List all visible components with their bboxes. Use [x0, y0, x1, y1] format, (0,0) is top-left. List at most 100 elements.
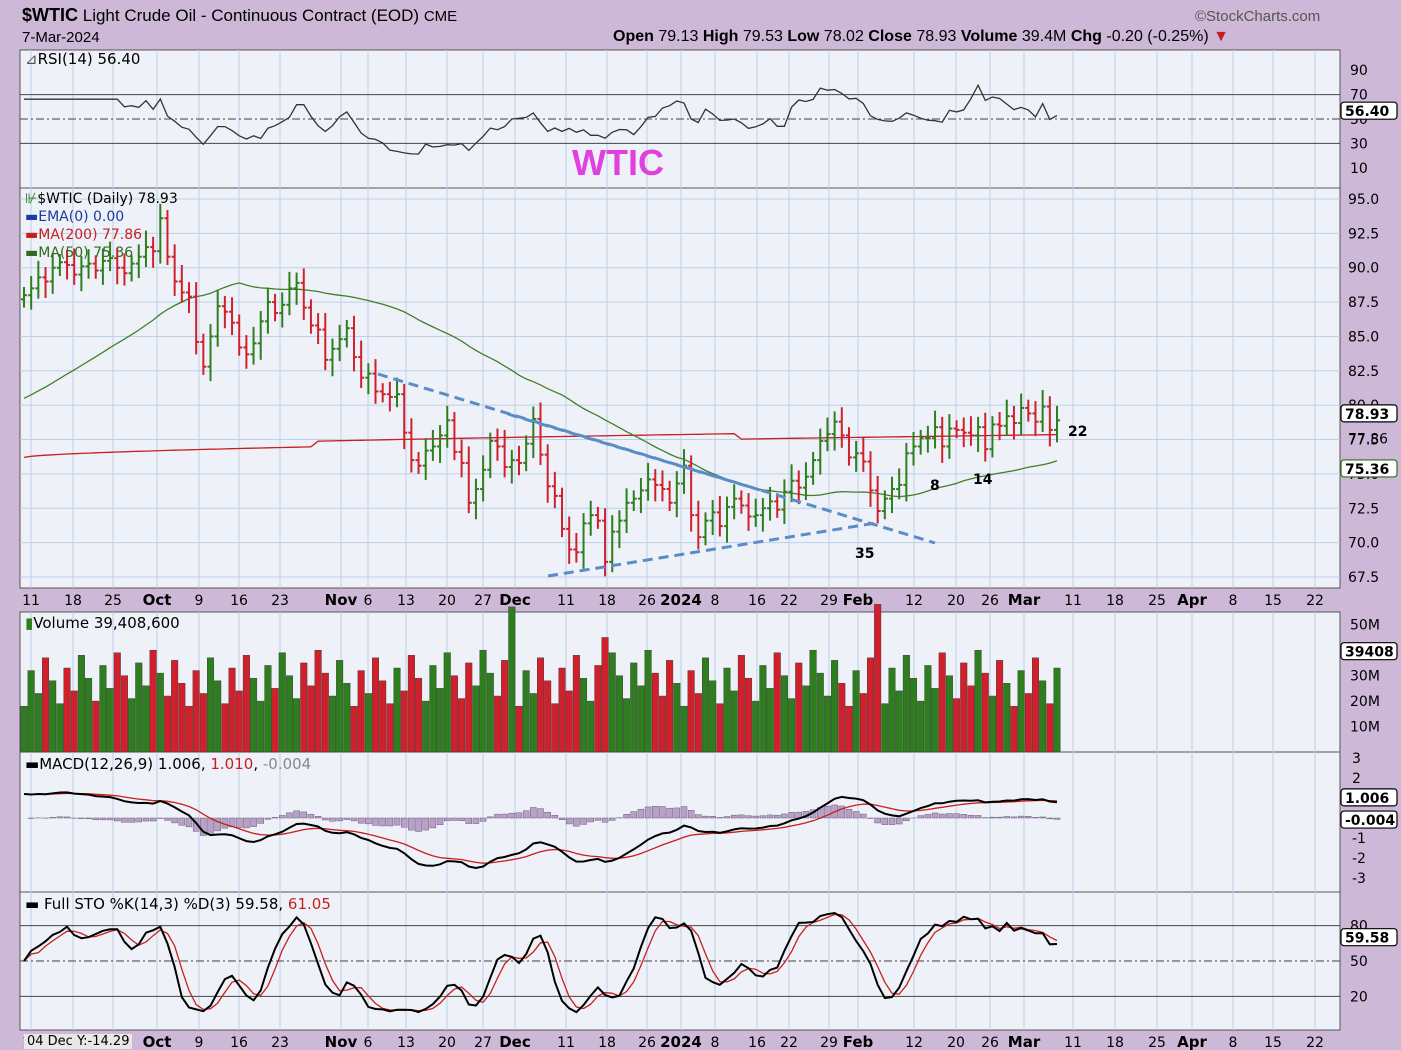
ma200-last: 77.86 [1348, 432, 1388, 448]
volume-bar [637, 685, 645, 753]
volume-bar [85, 677, 93, 753]
macd-hist-bar [63, 816, 71, 819]
legend-ma50: ▬MA(50) 75.36 [25, 245, 134, 261]
x-tick-label-bottom: 25 [1148, 1035, 1166, 1050]
macd-hist-bar [357, 817, 365, 824]
volume-bar [407, 655, 415, 753]
volume-bar [902, 655, 910, 753]
volume-bar [745, 677, 753, 753]
volume-bar [752, 700, 760, 753]
volume-bar [472, 685, 480, 753]
x-tick-label: 18 [64, 593, 82, 609]
macd-hist-bar [1032, 817, 1039, 819]
macd-hist-bar [695, 814, 702, 819]
x-tick-label: 12 [905, 593, 923, 609]
volume-bar [1024, 693, 1032, 753]
legend-price: ⊮$WTIC (Daily) 78.93 [25, 191, 178, 207]
volume-bar [264, 665, 272, 753]
macd-hist-bar [680, 806, 688, 819]
x-tick-label-bottom: 27 [474, 1035, 492, 1050]
x-tick-label: 11 [1064, 593, 1082, 609]
quote-line: Open 79.13 High 79.53 Low 78.02 Close 78… [613, 28, 1229, 45]
price-tick: 70.0 [1348, 536, 1379, 552]
volume-bar [429, 665, 437, 753]
volume-bar [658, 695, 666, 753]
macd-hist-bar [558, 817, 566, 821]
macd-hist-bar [551, 814, 559, 819]
macd-hist-bar [279, 815, 286, 819]
macd-hist-bar [601, 817, 609, 823]
macd-hist-bar [1010, 816, 1018, 819]
x-tick-label: 2024 [660, 591, 702, 609]
volume-bar [816, 672, 824, 753]
chart-date: 7-Mar-2024 [22, 29, 100, 46]
volume-bar [910, 677, 918, 753]
x-tick-label: 16 [748, 593, 766, 609]
macd-hist-bar [264, 817, 272, 820]
x-tick-label: 13 [397, 593, 415, 609]
macd-tick: 2 [1352, 771, 1361, 787]
macd-hist-bar [687, 810, 695, 819]
macd-hist-bar [838, 805, 846, 819]
volume-bar [328, 695, 336, 753]
macd-hist-bar [121, 817, 128, 823]
volume-bar [565, 690, 573, 753]
volume-bar [250, 677, 258, 753]
price-tick: 85.0 [1348, 329, 1379, 345]
macd-hist-bar [917, 815, 924, 819]
volume-bar [802, 685, 810, 753]
macd-hist-bar [537, 808, 544, 819]
x-tick-label-bottom: 18 [1106, 1035, 1124, 1050]
rsi-label: ⊿RSI(14) 56.40 [25, 50, 141, 68]
macd-hist-bar [192, 817, 200, 832]
volume-bar [364, 693, 372, 753]
volume-bar [285, 675, 293, 753]
trendline-mid [507, 412, 761, 492]
volume-bar [293, 698, 301, 753]
x-tick-label-bottom: 16 [230, 1035, 248, 1050]
volume-bar [443, 652, 451, 753]
x-tick-label-bottom: 12 [905, 1035, 923, 1050]
x-tick-label: 22 [780, 593, 798, 609]
volume-bar [465, 662, 473, 753]
volume-bar [953, 698, 961, 753]
volume-bar [608, 652, 616, 753]
macd-hist-bar [946, 813, 953, 819]
volume-bar [450, 675, 458, 753]
volume-bar [601, 637, 609, 753]
volume-bar [558, 667, 566, 753]
rsi-tick: 90 [1350, 63, 1368, 79]
x-tick-label-bottom: 9 [195, 1035, 204, 1050]
volume-bar [458, 698, 466, 753]
macd-hist-bar [967, 815, 975, 819]
volume-bar [974, 649, 982, 753]
volume-bar [874, 604, 882, 753]
macd-hist-bar [630, 811, 638, 819]
x-tick-label-bottom: Dec [499, 1033, 531, 1050]
rsi-last: 56.40 [1345, 104, 1390, 120]
macd-hist-bar [508, 812, 516, 819]
volume-bar [271, 688, 279, 753]
volume-bar [945, 675, 953, 753]
panel-price [19, 187, 1341, 589]
volume-bar [587, 700, 595, 753]
macd-hist-bar [429, 817, 437, 829]
volume-bar [759, 665, 767, 753]
volume-bar [737, 655, 745, 753]
volume-bar [623, 698, 631, 753]
volume-bar [501, 660, 509, 753]
volume-bar [278, 652, 286, 753]
volume-bar [931, 688, 939, 753]
volume-bar [63, 667, 71, 753]
annotation-8: 8 [930, 478, 940, 494]
x-tick-label-bottom: 11 [557, 1035, 575, 1050]
volume-bar [723, 667, 731, 753]
macd-hist-bar [479, 817, 487, 822]
macd-hist-bar [142, 817, 150, 822]
sto-footer-note: 04 Dec Y:-14.29 [24, 1034, 133, 1049]
volume-bar [988, 695, 996, 753]
price-tick: 82.5 [1348, 364, 1379, 380]
price-tick: 87.5 [1348, 295, 1379, 311]
sto-tick: 50 [1350, 954, 1368, 970]
volume-bar [522, 670, 530, 753]
